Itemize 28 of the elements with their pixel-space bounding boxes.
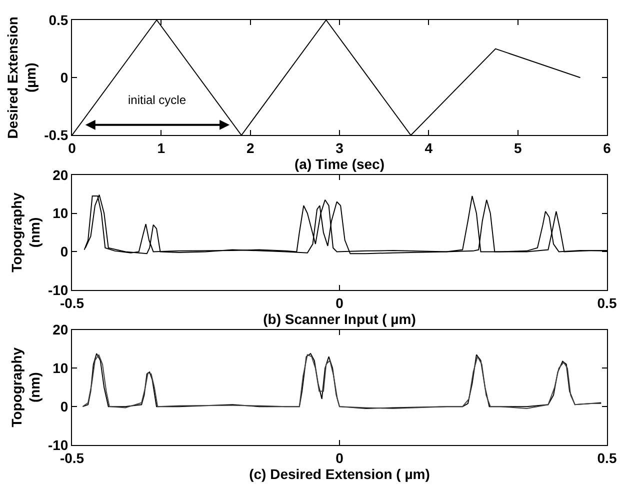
- y-tick-label: -10: [48, 436, 68, 453]
- y-tick-label: 20: [52, 322, 68, 338]
- y-tick-label: 10: [52, 360, 68, 376]
- x-tick-label: 0.5: [597, 294, 617, 311]
- y-tick-label: 20: [52, 166, 68, 183]
- y-tick-label: 10: [52, 205, 68, 222]
- y-axis-title: Desired Extension (µm): [4, 16, 39, 139]
- x-tick-label: 4: [424, 140, 433, 156]
- y-tick-label: 0: [60, 398, 68, 414]
- annotation: initial cycle: [128, 93, 186, 107]
- x-tick-label: 0: [336, 450, 344, 466]
- x-tick-label: 0: [336, 294, 344, 311]
- y-axis-title: Topography (nm): [8, 192, 43, 272]
- y-tick-label: 0.5: [48, 12, 68, 28]
- x-axis-title: (c) Desired Extension ( µm): [249, 466, 430, 482]
- y-tick-label: 0: [60, 70, 68, 86]
- x-tick-label: 2: [246, 140, 254, 156]
- y-tick-label: -0.5: [44, 127, 68, 144]
- y-axis-title: Topography (nm): [8, 347, 43, 428]
- x-axis-title: (a) Time (sec): [294, 156, 384, 172]
- x-tick-label: 3: [336, 140, 344, 156]
- x-tick-label: 0.5: [597, 450, 617, 466]
- y-tick-label: 0: [60, 244, 68, 260]
- x-tick-label: 5: [514, 140, 522, 156]
- y-tick-label: -10: [48, 282, 68, 298]
- x-tick-label: 6: [603, 140, 612, 156]
- x-tick-label: 1: [157, 140, 166, 156]
- x-axis-title: (b) Scanner Input ( µm): [263, 310, 416, 327]
